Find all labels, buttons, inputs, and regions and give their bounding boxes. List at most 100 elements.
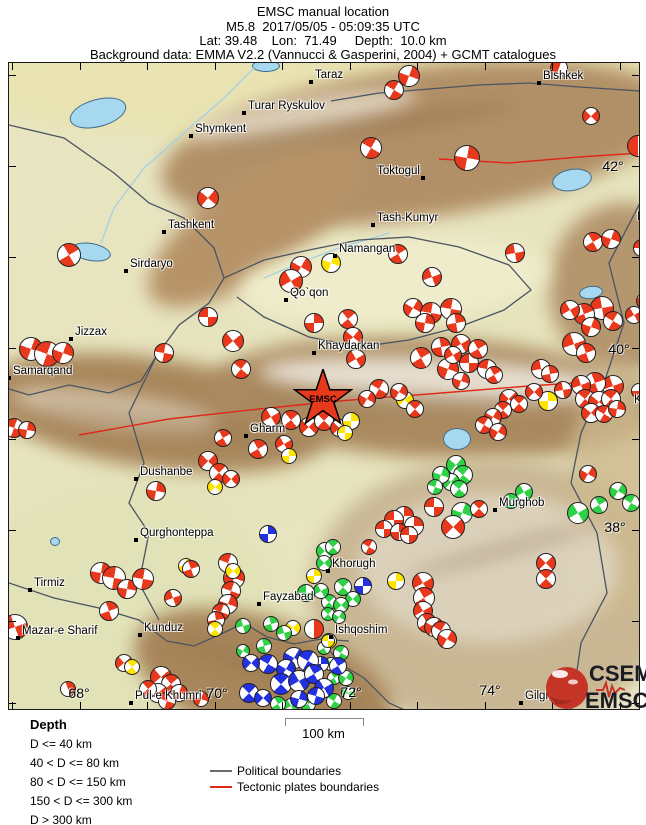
focal-mechanism [489, 423, 507, 441]
map-tick [215, 702, 216, 709]
political-boundary-line [330, 82, 639, 102]
focal-mechanism [57, 243, 81, 267]
seismicity-map: Taraz Turar Ryskulov Shymkent Bishkek Toktog… [8, 62, 640, 710]
focal-mechanism [321, 253, 341, 273]
city-marker [134, 477, 138, 481]
map-tick [620, 63, 621, 70]
focal-mechanism [222, 470, 240, 488]
depth-legend-item: 40 < D <= 80 km [30, 756, 120, 770]
city-label: Qo`qon [290, 287, 329, 299]
boundary-legend-row: Political boundaries [210, 764, 430, 778]
focal-mechanism [256, 638, 272, 654]
focal-mechanism [388, 244, 408, 264]
city-marker [309, 80, 313, 84]
city-marker [242, 111, 246, 115]
focal-mechanism [132, 568, 154, 590]
map-tick [9, 530, 16, 531]
city-label: Dushanbe [140, 466, 193, 478]
focal-mechanism [207, 479, 223, 495]
focal-mechanism [452, 372, 470, 390]
city-marker [244, 434, 248, 438]
focal-mechanism [313, 583, 329, 599]
boundary-legend-label: Political boundaries [237, 764, 342, 778]
focal-mechanism [590, 496, 608, 514]
focal-mechanism [454, 145, 480, 171]
focal-mechanism [139, 680, 157, 698]
city-label: Shymkent [195, 123, 247, 135]
header-background-data: Background data: EMMA V2.2 (Vannucci & G… [90, 47, 556, 62]
graticule-label: 70° [206, 685, 228, 701]
focal-mechanism [424, 497, 444, 517]
focal-mechanism [510, 395, 528, 413]
focal-mechanism [560, 300, 580, 320]
graticule-label: 40° [608, 341, 630, 357]
city-marker [326, 569, 330, 573]
focal-mechanism [579, 465, 597, 483]
city-label: Samarqand [13, 365, 73, 377]
city-label: Taraz [315, 69, 344, 81]
map-tick [147, 702, 148, 709]
focal-mechanism [164, 589, 182, 607]
focal-mechanism [306, 568, 322, 584]
map-tick [12, 702, 13, 709]
city-label: Tash-Kumyr [377, 212, 439, 224]
focal-mechanism [343, 327, 363, 347]
city-marker [124, 269, 128, 273]
map-tick [282, 702, 283, 709]
focal-mechanism [390, 383, 408, 401]
city-marker [312, 351, 316, 355]
focal-mechanism [329, 657, 347, 675]
map-tick [9, 166, 16, 167]
focal-mechanism [536, 569, 556, 589]
map-tick [350, 63, 351, 70]
map-tick [350, 702, 351, 709]
river-line [263, 232, 390, 279]
focal-mechanism [207, 621, 223, 637]
city-label: Khaydarkan [318, 340, 380, 352]
focal-mechanism [304, 619, 324, 639]
focal-mechanism [326, 693, 342, 709]
political-boundary-line [9, 124, 225, 396]
city-marker [189, 134, 193, 138]
focal-mechanism [603, 311, 623, 331]
focal-mechanism [341, 686, 355, 700]
focal-mechanism [263, 616, 279, 632]
focal-mechanism [222, 330, 244, 352]
river-line [100, 63, 260, 244]
map-tick [632, 530, 639, 531]
focal-mechanism [446, 313, 466, 333]
graticule-label: 68° [68, 685, 90, 701]
focal-mechanism [468, 339, 488, 359]
city-marker [329, 635, 333, 639]
city-marker [284, 298, 288, 302]
city-label: Gharm [250, 423, 286, 435]
city-marker [16, 636, 20, 640]
map-tick [9, 439, 16, 440]
boundary-legend-label: Tectonic plates boundaries [237, 780, 380, 794]
lake [252, 63, 280, 72]
focal-mechanism [281, 448, 297, 464]
focal-mechanism [622, 494, 639, 512]
city-label: Toktogul [377, 165, 420, 177]
city-label: Khorugh [332, 558, 376, 570]
map-tick [80, 702, 81, 709]
focal-mechanism [197, 187, 219, 209]
political-boundary-line [9, 582, 350, 647]
epicenter-star: EMSC [293, 369, 353, 426]
graticule-label: 74° [479, 682, 501, 698]
focal-mechanism [60, 681, 76, 697]
map-tick [632, 439, 639, 440]
header-magnitude-time: M5.8 2017/05/05 - 05:09:35 UTC [226, 19, 420, 34]
focal-mechanism [124, 659, 140, 675]
map-tick [417, 702, 418, 709]
city-label: Murghob [499, 497, 545, 509]
city-label: Pul-e Khumri [135, 690, 202, 702]
focal-mechanism [400, 526, 418, 544]
city-marker [493, 508, 497, 512]
focal-mechanism [231, 359, 251, 379]
focal-mechanism [279, 269, 303, 293]
city-label: Qurghonteppa [140, 527, 214, 539]
focal-mechanism [307, 687, 325, 705]
focal-mechanism [254, 689, 272, 707]
